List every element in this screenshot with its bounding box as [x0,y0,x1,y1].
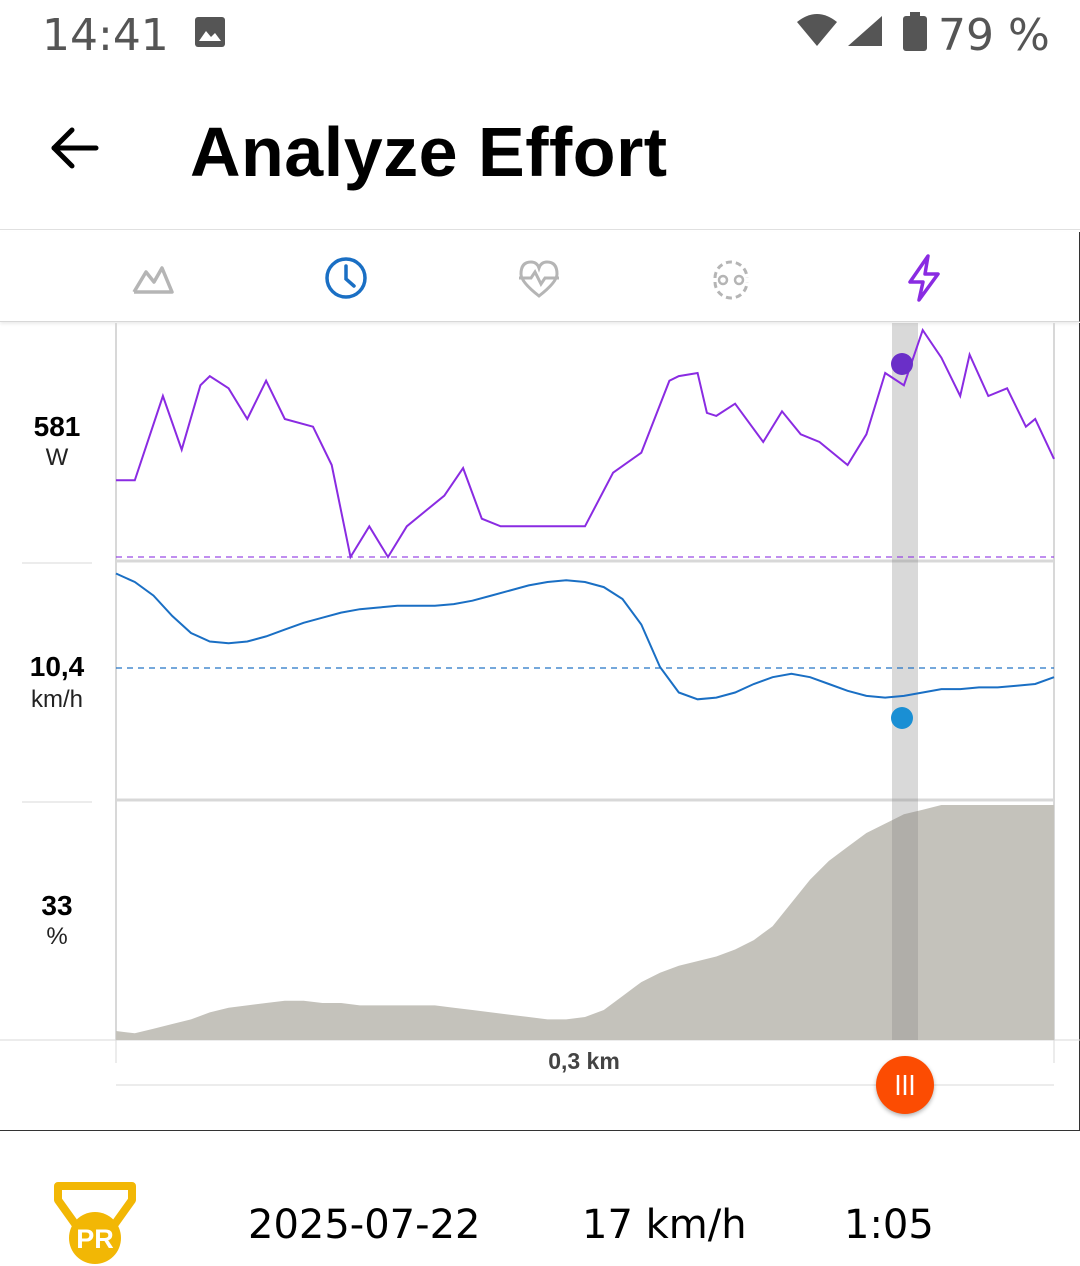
distance-label: 0,3 km [512,1048,656,1075]
signal-icon [848,16,882,46]
chart-canvas[interactable] [0,323,1080,1131]
effort-speed: 17 km/h [582,1202,747,1248]
power-value: 581 [33,411,81,442]
metric-tab-bar [0,232,1080,322]
battery-icon [903,12,927,51]
page-title: Analyze Effort [190,113,668,191]
power-line [116,327,1055,560]
grade-area [116,805,1054,1040]
grip-icon [896,1075,914,1095]
effort-row[interactable]: PR 2025-07-22 17 km/h 1:05 [0,1132,1080,1266]
status-bar: 14:41 79 % [0,0,1080,70]
pr-badge-label: PR [76,1224,114,1254]
wifi-icon [797,14,837,46]
speed-unit: km/h [30,686,83,713]
app-bar: Analyze Effort [0,70,1080,230]
heart-rate-icon [519,260,559,298]
tab-elevation[interactable] [124,250,180,306]
effort-time: 1:05 [844,1202,934,1248]
status-time: 14:41 [42,10,169,61]
tab-cadence[interactable] [703,250,759,306]
speed-line [115,572,1055,701]
elevation-icon [132,266,174,294]
grade-value: 33 [41,890,73,921]
grade-unit: % [46,923,68,950]
analysis-chart: 581 W 10,4 km/h 33 % 0,3 km [0,323,1080,1131]
tab-power[interactable] [896,250,952,306]
back-button[interactable] [40,118,110,178]
clock-icon [325,257,367,299]
cadence-icon [713,260,749,300]
tab-heart-rate[interactable] [511,250,567,306]
speed-marker [891,707,913,729]
power-icon [908,254,940,302]
arrow-left-icon [51,127,99,169]
battery-percentage: 79 % [938,10,1050,61]
power-unit: W [45,444,69,471]
pr-medal-icon: PR [54,1182,136,1264]
speed-value: 10,4 [29,651,85,682]
power-marker [891,353,913,375]
scrubber-handle[interactable] [876,1056,934,1114]
effort-date: 2025-07-22 [248,1202,481,1248]
tab-time[interactable] [318,250,374,306]
image-icon [195,17,225,47]
selection-band [892,323,918,1040]
